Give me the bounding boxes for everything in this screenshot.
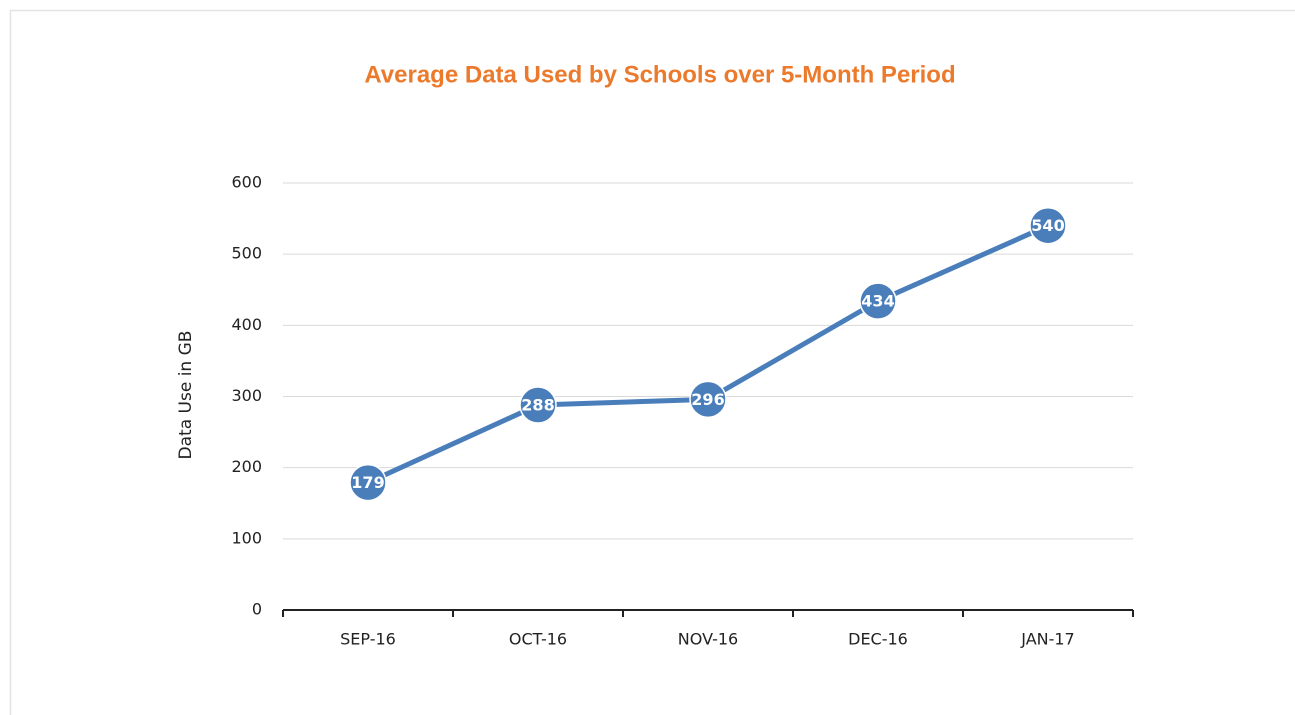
- point: [519, 386, 557, 424]
- x-tick-label: SEP-16: [340, 630, 396, 649]
- y-tick-label: 400: [231, 315, 262, 334]
- point: [859, 282, 897, 320]
- data-label: 296: [691, 390, 724, 409]
- x-tick-label: NOV-16: [678, 630, 738, 649]
- x-tick-label: JAN-17: [1020, 630, 1074, 649]
- y-tick-label: 0: [252, 600, 262, 619]
- y-axis-label: Data Use in GB: [176, 331, 196, 460]
- y-tick-label: 200: [231, 457, 262, 476]
- point: [689, 380, 727, 419]
- point: [1029, 206, 1067, 245]
- data-label: 288: [521, 396, 554, 415]
- y-tick-label: 500: [231, 244, 262, 263]
- panel: [9, 9, 1295, 715]
- data-label: 179: [351, 473, 384, 492]
- x-tick-label: OCT-16: [509, 630, 567, 649]
- y-tick-label: 600: [231, 173, 262, 192]
- chart-title: Average Data Used by Schools over 5-Mont…: [364, 61, 955, 88]
- point: [349, 463, 387, 502]
- y-tick-label: 100: [231, 528, 262, 547]
- data-label: 434: [861, 292, 894, 311]
- y-tick-label: 300: [231, 386, 262, 405]
- data-label: 540: [1031, 216, 1064, 235]
- x-tick-label: DEC-16: [848, 630, 908, 649]
